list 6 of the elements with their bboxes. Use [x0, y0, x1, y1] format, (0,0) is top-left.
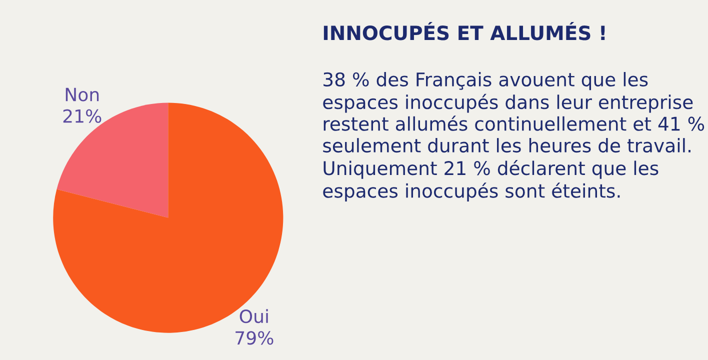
slice-label: Non	[66, 88, 99, 102]
slice-label: Oui	[240, 309, 268, 324]
data-label: 79%	[236, 331, 274, 345]
data-label: 21%	[63, 109, 102, 123]
text: INNOCUPÉS ET ALLUMÉS !	[324, 22, 605, 40]
text: 38 % des Français avouent que les espaces inoccupés dans leur entreprise restent allumés continuellement et 41 % seulement durant les heures de travail. Uniquement 21 % déclarent que les espaces inoccupés sont éteints.	[323, 72, 704, 202]
